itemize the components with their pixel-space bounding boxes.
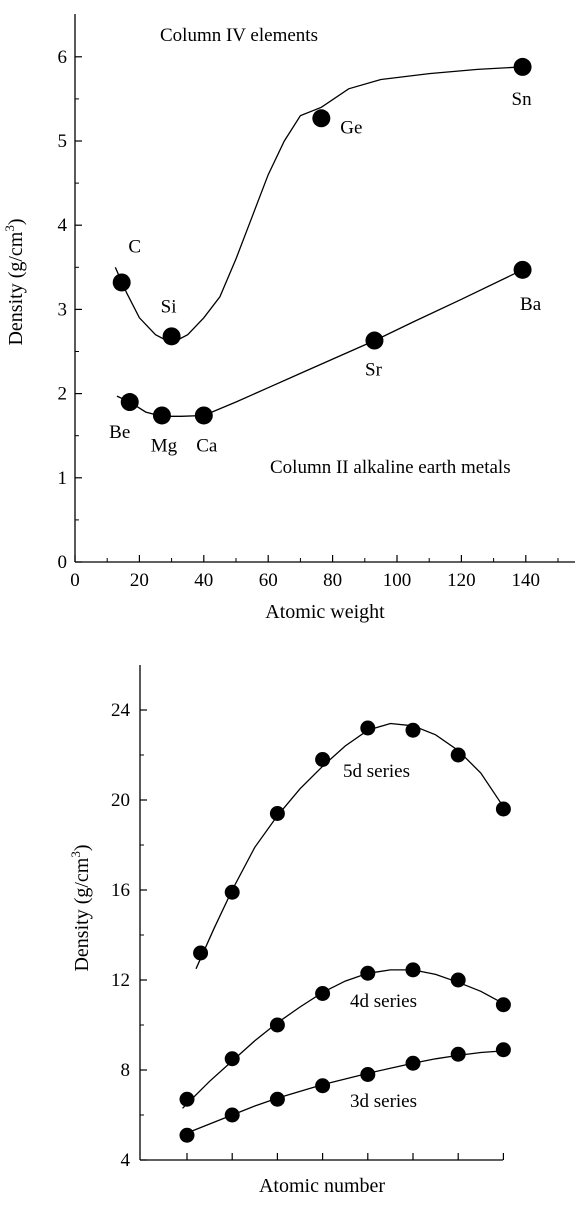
x-tick-label: 0 (70, 570, 80, 591)
series-label-5d: 5d series (343, 761, 410, 782)
y-tick-label: 4 (121, 1150, 131, 1171)
y-axis-label: Density (g/cm3) (2, 218, 27, 345)
data-point-5d (495, 801, 511, 817)
data-point-3d (405, 1055, 421, 1071)
top-curves (114, 66, 523, 417)
data-point-3d (495, 1042, 511, 1058)
y-tick-label: 12 (111, 970, 130, 991)
series-curve (114, 66, 523, 344)
data-point-be (120, 393, 139, 412)
series-curve (116, 269, 523, 417)
data-point-5d (269, 806, 285, 821)
series-label-3d: 3d series (350, 1091, 417, 1112)
data-point-3d (269, 1091, 285, 1107)
x-tick-label: 60 (259, 570, 278, 591)
data-point-ba (513, 260, 532, 279)
y-tick-label: 16 (111, 880, 130, 901)
point-label-sn: Sn (512, 89, 533, 110)
data-point-sn (513, 57, 532, 76)
x-tick-label: 40 (194, 570, 213, 591)
data-point-ge (312, 109, 331, 128)
x-axis-label: Atomic weight (265, 601, 385, 623)
y-axis-label: Density (g/cm3) (68, 844, 93, 971)
data-point-5d (315, 752, 331, 767)
data-point-4d (360, 965, 376, 981)
y-tick-label: 8 (121, 1060, 131, 1081)
point-label-ge: Ge (340, 117, 362, 138)
data-point-4d (495, 997, 511, 1013)
y-tick-label: 6 (58, 47, 68, 68)
data-point-4d (315, 986, 331, 1001)
point-label-c: C (128, 236, 141, 257)
data-point-si (162, 327, 181, 346)
point-label-sr: Sr (365, 360, 383, 381)
data-point-ca (194, 406, 213, 425)
annotation-column-iv: Column IV elements (160, 25, 318, 46)
bottom-axes: 4 8 12 16 20 24 (111, 665, 504, 1171)
density-vs-atomic-number-chart: 4 8 12 16 20 24 5d series 4d series 3d series… (68, 665, 511, 1197)
data-point-4d (405, 962, 421, 978)
y-tick-label: 2 (58, 384, 68, 405)
data-point-3d (450, 1046, 466, 1062)
y-tick-label: 3 (58, 299, 68, 320)
data-point-c (112, 273, 131, 292)
data-point-5d (405, 722, 421, 738)
series-curve-4d (182, 969, 504, 1109)
y-tick-label: 1 (58, 468, 68, 489)
x-tick-label: 80 (323, 570, 342, 591)
data-point-sr (365, 331, 384, 350)
data-point-4d (450, 972, 466, 988)
point-label-ba: Ba (520, 294, 542, 315)
x-tick-label: 100 (383, 570, 412, 591)
x-axis-label: Atomic number (259, 1175, 385, 1197)
data-point-3d (315, 1078, 331, 1094)
x-tick-label: 120 (447, 570, 476, 591)
data-point-5d (450, 747, 466, 763)
x-tick-label: 140 (512, 570, 541, 591)
x-tick-label: 20 (130, 570, 149, 591)
y-tick-label: 0 (58, 552, 68, 573)
annotation-column-ii: Column II alkaline earth metals (270, 457, 511, 478)
series-curve-5d (195, 722, 504, 970)
top-points: C Si Ge Sn Be Mg Ca Sr Ba (109, 57, 542, 456)
y-tick-label: 20 (111, 790, 130, 811)
point-label-be: Be (109, 422, 130, 443)
data-point-3d (224, 1107, 240, 1123)
y-tick-label: 24 (111, 700, 131, 721)
point-label-si: Si (161, 296, 177, 317)
point-label-ca: Ca (196, 435, 218, 456)
data-point-4d (269, 1017, 285, 1033)
data-point-4d (224, 1051, 240, 1067)
bottom-points (179, 720, 511, 1143)
data-point-3d (179, 1127, 195, 1143)
data-point-5d (224, 884, 240, 900)
series-label-4d: 4d series (350, 991, 417, 1012)
data-point-4d (179, 1091, 195, 1107)
bottom-curves (182, 722, 504, 1134)
data-point-3d (360, 1067, 376, 1082)
data-point-5d (360, 720, 376, 736)
y-tick-label: 4 (58, 215, 68, 236)
y-tick-label: 5 (58, 131, 68, 152)
data-point-5d (193, 945, 209, 961)
data-point-mg (152, 406, 171, 425)
series-curve-3d (186, 1050, 504, 1134)
point-label-mg: Mg (151, 435, 178, 456)
